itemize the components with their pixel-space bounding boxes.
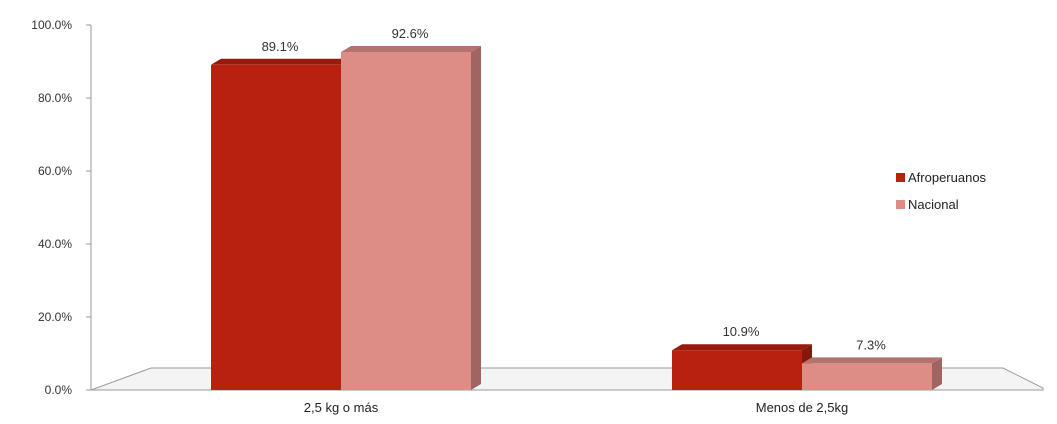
bar: [341, 46, 481, 390]
data-label: 89.1%: [262, 39, 299, 54]
bar-front: [211, 64, 341, 390]
legend-label: Nacional: [908, 197, 959, 212]
bar-top: [341, 46, 481, 53]
legend: Afroperuanos Nacional: [896, 170, 987, 212]
bar-top: [672, 344, 812, 351]
bar-top: [211, 58, 351, 65]
data-labels: 89.1% 92.6% 10.9% 7.3%: [262, 26, 887, 352]
x-tick-label: 2,5 kg o más: [304, 400, 379, 415]
bar-side: [471, 46, 481, 390]
bar-top: [802, 357, 942, 364]
y-tick-label: 20.0%: [38, 310, 72, 324]
y-axis: 0.0% 20.0% 40.0% 60.0% 80.0% 100.0%: [31, 18, 92, 397]
data-label: 92.6%: [392, 26, 429, 41]
x-axis: 2,5 kg o más Menos de 2,5kg: [304, 400, 848, 415]
legend-label: Afroperuanos: [908, 170, 987, 185]
y-tick-label: 80.0%: [38, 91, 72, 105]
data-label: 7.3%: [856, 337, 886, 352]
bar-side: [932, 357, 942, 390]
y-tick-label: 100.0%: [31, 18, 72, 32]
legend-item: Afroperuanos: [896, 170, 987, 185]
y-tick-label: 0.0%: [45, 383, 73, 397]
bar: [802, 357, 942, 390]
y-tick-label: 60.0%: [38, 164, 72, 178]
bar-front: [341, 52, 471, 390]
bars: [211, 46, 942, 390]
legend-swatch: [896, 200, 905, 209]
bar: [672, 344, 812, 390]
legend-swatch: [896, 173, 905, 182]
data-label: 10.9%: [723, 324, 760, 339]
y-tick-label: 40.0%: [38, 237, 72, 251]
bar-front: [802, 363, 932, 390]
x-tick-label: Menos de 2,5kg: [756, 400, 849, 415]
legend-item: Nacional: [896, 197, 959, 212]
bar: [211, 58, 351, 390]
bar-front: [672, 350, 802, 390]
